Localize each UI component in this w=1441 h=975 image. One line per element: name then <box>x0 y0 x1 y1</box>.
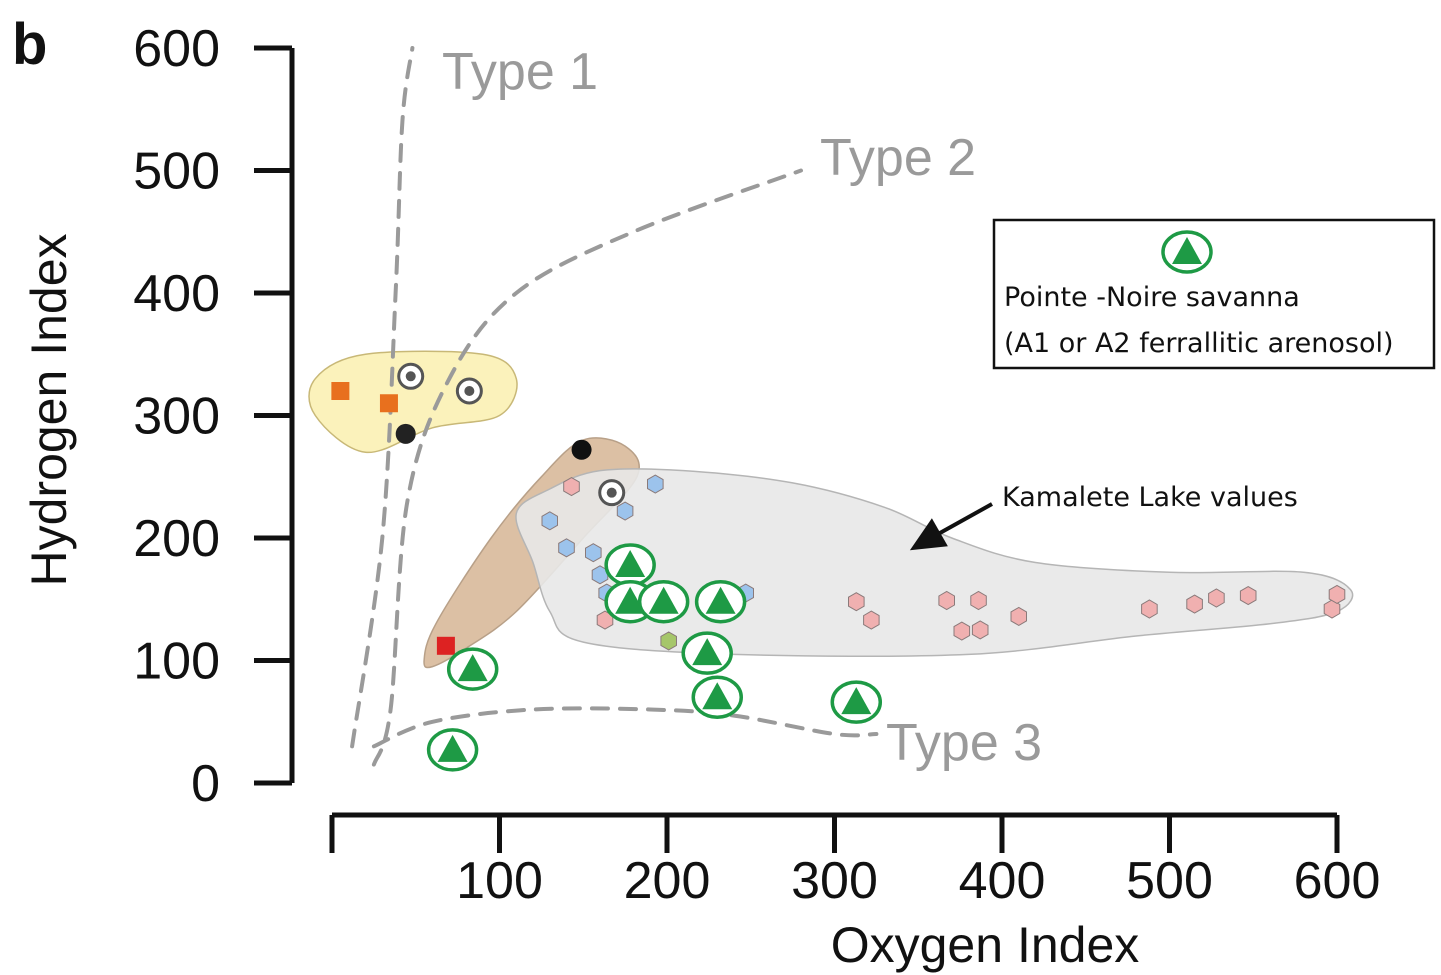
legend-marker-shape <box>1161 230 1213 274</box>
y-tick-label-500: 500 <box>133 143 220 201</box>
type-2-label: Type 2 <box>820 129 976 187</box>
x-tick-label-500: 500 <box>1126 852 1213 910</box>
panel-label: b <box>12 12 47 77</box>
data-point-g1-2 <box>379 394 398 413</box>
legend-marker-triangle-icon <box>1161 230 1213 274</box>
pointe-noire-point-3 <box>637 579 690 624</box>
annotation-text: Kamalete Lake values <box>1002 482 1298 513</box>
legend-box <box>992 218 1436 370</box>
x-tick-label-100: 100 <box>456 852 543 910</box>
data-point-g3-12 <box>660 631 677 651</box>
data-point-g3-3 <box>647 474 664 494</box>
data-point-g3-14 <box>863 610 880 630</box>
kerogen-type-curves <box>350 46 879 767</box>
kerogen-curve-3 <box>371 706 879 749</box>
data-point-g2-1 <box>571 439 592 460</box>
type-1-label: Type 1 <box>442 43 598 101</box>
pointe-noire-point-1 <box>604 543 656 587</box>
axes: 0 100 200 300 400 500 600 100 200 300 400 500 600 <box>133 20 1380 910</box>
data-point-g3-4 <box>616 501 634 521</box>
data-point-g3-7 <box>585 543 602 563</box>
data-point-g2-2 <box>436 636 455 655</box>
pointe-noire-point-5 <box>681 631 733 675</box>
data-point-g3-19 <box>1010 606 1027 626</box>
y-tick-label-200: 200 <box>133 510 220 568</box>
y-axis-label: Hydrogen Index <box>21 233 77 586</box>
data-point-g1-3 <box>397 362 425 390</box>
annotation-arrow-icon <box>909 502 993 551</box>
legend-entry-1: Pointe -Noire savanna <box>1004 282 1300 313</box>
x-tick-label-400: 400 <box>959 852 1046 910</box>
data-point-g3-2 <box>598 479 626 507</box>
data-points <box>331 362 1346 772</box>
data-point-g3-22 <box>1208 588 1225 608</box>
pointe-noire-point-4 <box>694 579 747 624</box>
data-point-g3-25 <box>1328 584 1346 604</box>
data-point-g3-21 <box>1186 594 1203 614</box>
data-point-g3-24 <box>1323 599 1341 619</box>
y-tick-label-300: 300 <box>133 388 220 446</box>
data-point-g3-6 <box>558 538 575 558</box>
data-point-g3-18 <box>971 620 989 640</box>
annotation: Kamalete Lake values <box>909 482 1298 551</box>
y-tick-label-400: 400 <box>133 265 220 323</box>
pointe-noire-point-6 <box>691 675 743 719</box>
pointe-noire-point-9 <box>830 680 883 724</box>
x-tick-label-600: 600 <box>1294 852 1381 910</box>
data-point-g3-1 <box>563 477 580 497</box>
kerogen-curve-1 <box>350 46 415 749</box>
data-point-g3-15 <box>938 590 955 611</box>
x-axis-label: Oxygen Index <box>831 917 1140 973</box>
data-point-g3-5 <box>541 511 558 531</box>
data-point-g3-16 <box>970 590 987 611</box>
annotation-arrow-head <box>909 518 948 551</box>
y-tick-label-100: 100 <box>133 633 220 691</box>
kerogen-curve-2 <box>371 168 803 767</box>
legend: Pointe -Noire savanna (A1 or A2 ferralli… <box>992 218 1436 370</box>
type-3-label: Type 3 <box>886 714 1042 772</box>
x-tick-label-300: 300 <box>791 852 878 910</box>
data-point-g1-4 <box>455 377 483 405</box>
x-tick-label-200: 200 <box>624 852 711 910</box>
legend-entry-2: (A1 or A2 ferrallitic arenosol) <box>1004 328 1394 359</box>
y-tick-label-0: 0 <box>191 755 220 813</box>
data-point-g3-23 <box>1239 586 1257 606</box>
annotation-arrow-shaft <box>934 502 993 537</box>
data-point-g1-1 <box>331 382 350 400</box>
data-point-g3-17 <box>953 621 971 641</box>
data-point-g3-13 <box>848 592 865 612</box>
pointe-noire-point-7 <box>446 647 499 691</box>
pointe-noire-point-8 <box>426 728 479 772</box>
y-tick-label-600: 600 <box>133 20 220 78</box>
group-region-1 <box>308 350 518 454</box>
data-point-g1-5 <box>395 423 416 444</box>
data-point-g3-20 <box>1141 599 1158 619</box>
